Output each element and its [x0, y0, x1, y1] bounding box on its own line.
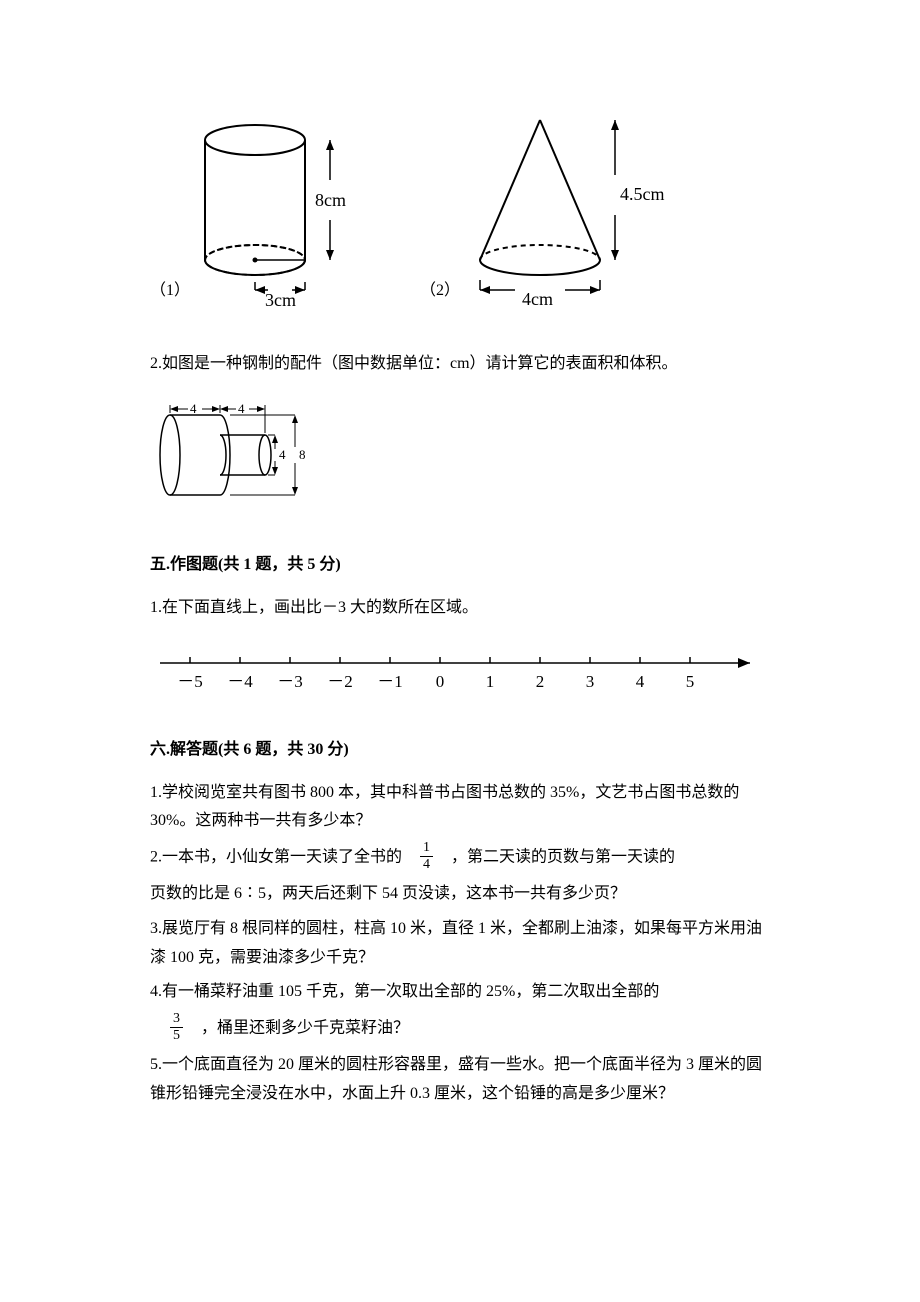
svg-text:－2: －2 — [327, 672, 353, 691]
cone-dia-text: 4cm — [522, 289, 553, 309]
section6-q1: 1.学校阅览室共有图书 800 本，其中科普书占图书总数的 35%，文艺书占图书… — [150, 779, 770, 837]
figure-cylinder-group: （1） 8cm 3cm — [150, 110, 370, 310]
svg-text:－4: －4 — [227, 672, 253, 691]
figure-cylinder-label: （1） — [150, 276, 190, 300]
cone-height-text: 4.5cm — [620, 184, 665, 204]
figure-cone-label: （2） — [420, 276, 460, 300]
section5-title: 五.作图题(共 1 题，共 5 分) — [150, 550, 770, 574]
section6-title: 六.解答题(共 6 题，共 30 分) — [150, 735, 770, 759]
q4-fraction: 3 5 — [170, 1011, 183, 1043]
svg-text:2: 2 — [536, 672, 545, 691]
q4-frac-den: 5 — [170, 1028, 183, 1043]
section6-q5: 5.一个底面直径为 20 厘米的圆柱形容器里，盛有一些水。把一个底面半径为 3 … — [150, 1051, 770, 1109]
q4-part2: ，桶里还剩多少千克菜籽油？ — [201, 1020, 409, 1037]
svg-text:3: 3 — [586, 672, 595, 691]
ticks — [190, 657, 690, 663]
svg-text:4: 4 — [190, 401, 197, 416]
number-line-svg: －5 －4 －3 －2 －1 0 1 2 3 4 5 — [150, 645, 770, 700]
cyl-radius-text: 3cm — [265, 290, 296, 310]
svg-text:4: 4 — [279, 447, 286, 462]
figure-row-geom: （1） 8cm 3cm （2） — [150, 110, 770, 310]
cylinder-diagram: 8cm 3cm — [200, 110, 370, 310]
q2-fraction: 1 4 — [420, 840, 433, 872]
q2-frac-num: 1 — [420, 840, 433, 856]
svg-text:5: 5 — [686, 672, 695, 691]
svg-text:4: 4 — [636, 672, 645, 691]
cone-diagram: 4.5cm 4cm — [470, 110, 670, 310]
section6-q2-line1: 2.一本书，小仙女第一天读了全书的 1 4 ，第二天读的页数与第一天读的 — [150, 842, 770, 874]
q4-frac-num: 3 — [170, 1011, 183, 1027]
problem2-text: 2.如图是一种钢制的配件（图中数据单位：cm）请计算它的表面积和体积。 — [150, 350, 770, 379]
nested-cylinder-figure: 4 4 4 8 — [150, 395, 770, 520]
tick-labels: －5 －4 －3 －2 －1 0 1 2 3 4 5 — [177, 672, 694, 691]
section6-q3: 3.展览厅有 8 根同样的圆柱，柱高 10 米，直径 1 米，全都刷上油漆，如果… — [150, 915, 770, 973]
cyl-height-text: 8cm — [315, 190, 346, 210]
svg-text:0: 0 — [436, 672, 445, 691]
figure-cone-group: （2） 4.5cm 4cm — [420, 110, 670, 310]
svg-text:8: 8 — [299, 447, 306, 462]
svg-text:－5: －5 — [177, 672, 203, 691]
section6-q2-line2: 页数的比是 6∶5，两天后还剩下 54 页没读，这本书一共有多少页？ — [150, 880, 770, 909]
svg-text:－3: －3 — [277, 672, 303, 691]
q2-frac-den: 4 — [420, 857, 433, 872]
svg-text:1: 1 — [486, 672, 495, 691]
section5-q1: 1.在下面直线上，画出比－3 大的数所在区域。 — [150, 594, 770, 623]
svg-text:4: 4 — [238, 401, 245, 416]
q2-part2: ，第二天读的页数与第一天读的 — [451, 849, 675, 866]
svg-text:－1: －1 — [377, 672, 403, 691]
q2-part1: 2.一本书，小仙女第一天读了全书的 — [150, 849, 402, 866]
number-line-figure: －5 －4 －3 －2 －1 0 1 2 3 4 5 — [150, 645, 770, 705]
section6-q4-line1: 4.有一桶菜籽油重 105 千克，第一次取出全部的 25%，第二次取出全部的 — [150, 978, 770, 1007]
section6-q4-line2: 3 5 ，桶里还剩多少千克菜籽油？ — [150, 1013, 770, 1045]
nested-cyl-svg: 4 4 4 8 — [150, 395, 310, 515]
